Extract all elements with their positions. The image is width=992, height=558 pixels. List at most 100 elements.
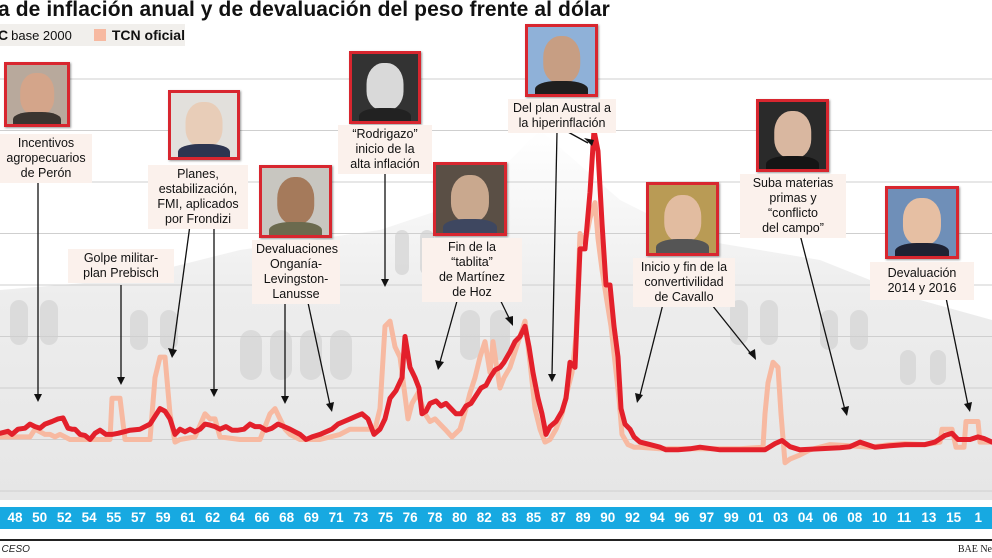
annotation-peron: Incentivos agropecuarios de Perón bbox=[0, 134, 92, 183]
x-tick-label: 04 bbox=[797, 510, 813, 525]
annotation-line: inicio de la bbox=[355, 142, 415, 156]
x-tick-label: 68 bbox=[279, 510, 295, 525]
x-tick-label: 66 bbox=[254, 510, 270, 525]
x-tick-label: 13 bbox=[921, 510, 937, 525]
x-tick-label: 78 bbox=[427, 510, 443, 525]
annotation-campo: Suba materias primas y “conflicto del ca… bbox=[740, 174, 846, 238]
portrait-ongania bbox=[259, 165, 332, 238]
body-shape bbox=[655, 239, 710, 253]
body-shape bbox=[765, 155, 820, 169]
x-tick-label: 94 bbox=[649, 510, 665, 525]
face-shape bbox=[276, 177, 315, 225]
annotation-line: Planes, bbox=[177, 167, 219, 181]
face-shape bbox=[185, 101, 223, 147]
source-note: : CESO bbox=[0, 544, 30, 555]
x-tick-label: 82 bbox=[476, 510, 492, 525]
annotation-austral: Del plan Austral a la hiperinflación bbox=[508, 99, 616, 133]
series-tcn-oficial bbox=[0, 200, 992, 466]
body-shape bbox=[442, 219, 498, 233]
portrait-cavallo bbox=[646, 182, 719, 256]
x-tick-label: 48 bbox=[7, 510, 23, 525]
x-tick-label: 62 bbox=[205, 510, 221, 525]
x-tick-label: 69 bbox=[303, 510, 319, 525]
face-shape bbox=[366, 63, 404, 111]
x-tick-label: 59 bbox=[155, 510, 171, 525]
annotation-line: Incentivos bbox=[17, 136, 75, 150]
x-tick-label: 06 bbox=[822, 510, 838, 525]
annotation-frondizi: Planes, estabilización, FMI, aplicados p… bbox=[148, 165, 248, 229]
legend-ipc-label: C bbox=[0, 27, 9, 43]
annotation-line: alta inflación bbox=[350, 157, 420, 171]
annotation-line: FMI, aplicados bbox=[157, 197, 239, 211]
annotation-prebisch: Golpe militar- plan Prebisch bbox=[68, 249, 174, 283]
series-line bbox=[0, 200, 992, 466]
annotation-ongania: Devaluaciones Onganía- Levingston- Lanus… bbox=[252, 240, 340, 304]
face-shape bbox=[773, 111, 812, 159]
body-shape bbox=[268, 221, 323, 235]
annotation-line: Onganía- bbox=[269, 257, 323, 271]
series-ipc bbox=[0, 128, 992, 453]
annotation-line: primas y “conflicto bbox=[767, 191, 819, 220]
x-tick-label: 73 bbox=[353, 510, 369, 525]
annotation-line: Devaluación bbox=[887, 266, 957, 280]
x-tick-label: 75 bbox=[377, 510, 394, 525]
annotation-rodrigazo: “Rodrigazo” inicio de la alta inflación bbox=[338, 125, 432, 174]
x-tick-label: 96 bbox=[674, 510, 690, 525]
x-tick-label: 90 bbox=[600, 510, 616, 525]
annotation-macri: Devaluación 2014 y 2016 bbox=[870, 262, 974, 300]
body-shape bbox=[894, 242, 950, 256]
annotation-tablita: Fin de la “tablita” de Martínez de Hoz bbox=[422, 238, 522, 302]
x-tick-label: 55 bbox=[106, 510, 122, 525]
x-axis-band bbox=[0, 507, 992, 529]
face-shape bbox=[542, 36, 581, 84]
annotation-line: 2014 y 2016 bbox=[887, 281, 957, 295]
footer-rule bbox=[0, 539, 992, 541]
portrait-kirchner bbox=[756, 99, 829, 172]
annotation-line: de Martínez bbox=[438, 270, 505, 284]
annotation-line: Fin de la “tablita” bbox=[448, 240, 496, 269]
annotation-line: Lanusse bbox=[272, 287, 320, 301]
x-tick-label: 71 bbox=[328, 510, 344, 525]
body-shape bbox=[13, 112, 61, 124]
x-tick-label: 99 bbox=[723, 510, 739, 525]
annotation-line: Suba materias bbox=[752, 176, 834, 190]
x-tick-label: 08 bbox=[847, 510, 863, 525]
face-shape bbox=[20, 73, 54, 115]
x-tick-label: 61 bbox=[180, 510, 196, 525]
legend-ipc-sub: base 2000 bbox=[11, 27, 72, 43]
annotation-line: de Hoz bbox=[452, 285, 492, 299]
annotation-line: Del plan Austral a bbox=[513, 101, 611, 115]
x-tick-label: 52 bbox=[56, 510, 72, 525]
arrowheads bbox=[34, 138, 972, 416]
x-tick-label: 03 bbox=[773, 510, 789, 525]
annotation-line: la hiperinflación bbox=[518, 116, 606, 130]
annotation-line: del campo” bbox=[762, 221, 824, 235]
annotation-line: Inicio y fin de la bbox=[640, 260, 728, 274]
face-shape bbox=[663, 194, 702, 243]
body-shape bbox=[534, 80, 589, 94]
x-tick-label: 89 bbox=[575, 510, 591, 525]
x-tick-label: 92 bbox=[624, 510, 641, 525]
face-shape bbox=[450, 174, 490, 223]
annotation-line: estabilización, bbox=[158, 182, 238, 196]
x-tick-label: 97 bbox=[699, 510, 715, 525]
legend-tcn-swatch bbox=[93, 29, 106, 41]
annotation-line: Devaluaciones bbox=[256, 242, 338, 256]
x-tick-label: 11 bbox=[897, 510, 912, 525]
portrait-macri bbox=[885, 186, 959, 259]
x-tick-label: 15 bbox=[946, 510, 962, 525]
x-tick-label: 83 bbox=[501, 510, 517, 525]
x-tick-label: 85 bbox=[526, 510, 542, 525]
legend: C base 2000 TCN oficial bbox=[0, 24, 185, 46]
x-tick-label: 1 bbox=[974, 510, 983, 525]
x-tick-label: 76 bbox=[402, 510, 418, 525]
annotation-line: convertivilidad bbox=[644, 275, 724, 289]
legend-tcn-label: TCN oficial bbox=[111, 27, 185, 43]
annotation-arrows bbox=[37, 131, 969, 411]
annotation-line: Golpe militar- bbox=[83, 251, 159, 265]
series-line bbox=[0, 128, 992, 453]
credit: BAE Ne bbox=[957, 544, 992, 555]
face-shape bbox=[902, 198, 942, 246]
annotation-line: “Rodrigazo” bbox=[352, 127, 418, 141]
portrait-martinez-de-hoz bbox=[433, 162, 507, 236]
